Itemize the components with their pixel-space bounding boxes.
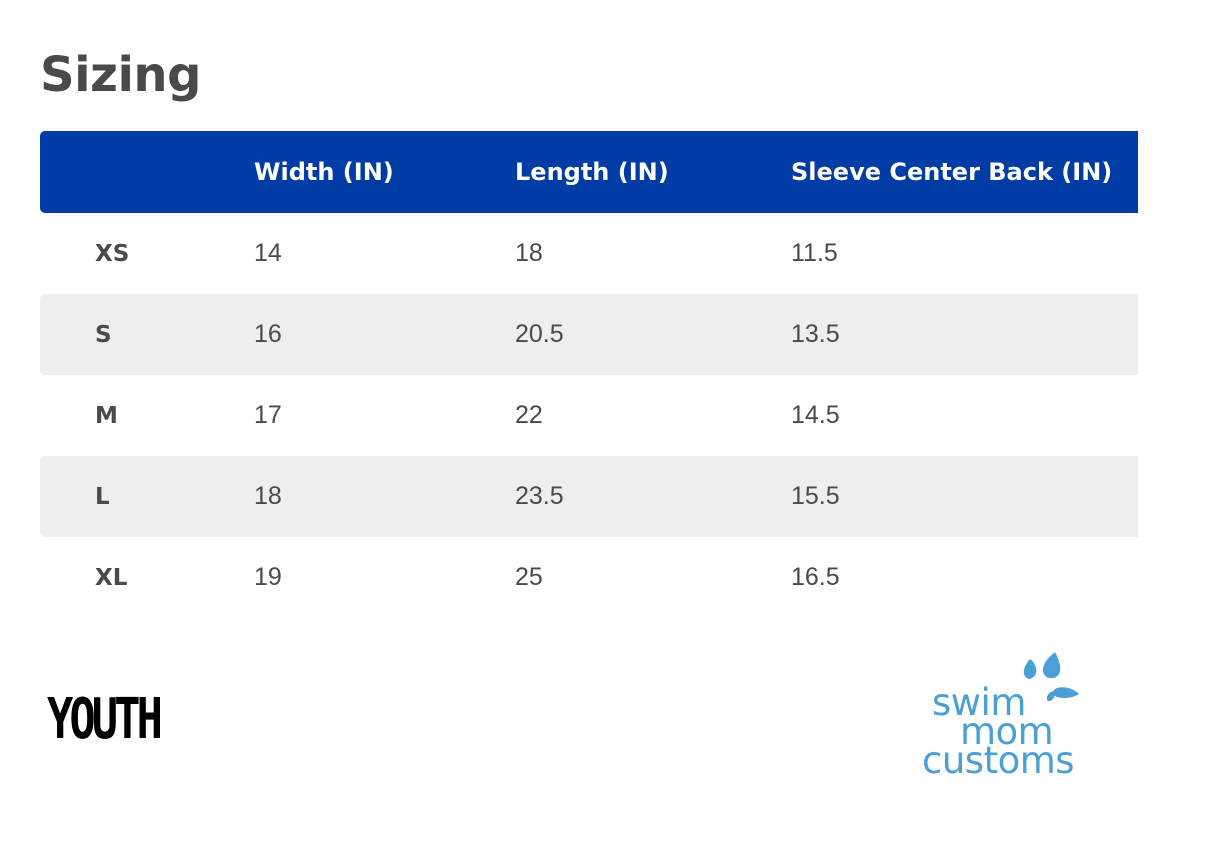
size-cell: XL bbox=[95, 564, 128, 591]
header-sleeve: Sleeve Center Back (IN) bbox=[791, 158, 1113, 186]
width-cell: 14 bbox=[254, 239, 282, 267]
header-length: Length (IN) bbox=[515, 158, 669, 186]
size-cell: S bbox=[95, 321, 112, 348]
table-row: XS 14 18 11.5 bbox=[40, 213, 1138, 294]
length-cell: 22 bbox=[515, 401, 543, 429]
length-cell: 18 bbox=[515, 239, 543, 267]
logo-text-customs: customs bbox=[922, 739, 1075, 782]
width-cell: 16 bbox=[254, 320, 282, 348]
table-row: M 17 22 14.5 bbox=[40, 375, 1138, 456]
sleeve-cell: 16.5 bbox=[791, 563, 840, 591]
header-width: Width (IN) bbox=[254, 158, 394, 186]
length-cell: 20.5 bbox=[515, 320, 564, 348]
length-cell: 25 bbox=[515, 563, 543, 591]
page-title: Sizing bbox=[40, 47, 201, 103]
water-drops-icon bbox=[1023, 652, 1079, 702]
size-cell: M bbox=[95, 402, 118, 429]
logo-text-mom: mom bbox=[960, 710, 1054, 753]
brand-logo: swim mom customs bbox=[918, 648, 1118, 782]
sleeve-cell: 15.5 bbox=[791, 482, 840, 510]
size-cell: L bbox=[95, 483, 110, 510]
sleeve-cell: 14.5 bbox=[791, 401, 840, 429]
logo-text-swim: swim bbox=[932, 681, 1026, 724]
table-row: S 16 20.5 13.5 bbox=[40, 294, 1138, 375]
table-row: XL 19 25 16.5 bbox=[40, 537, 1138, 618]
sleeve-cell: 13.5 bbox=[791, 320, 840, 348]
category-label: YOUTH bbox=[47, 687, 163, 752]
width-cell: 18 bbox=[254, 482, 282, 510]
width-cell: 17 bbox=[254, 401, 282, 429]
length-cell: 23.5 bbox=[515, 482, 564, 510]
size-table: Width (IN) Length (IN) Sleeve Center Bac… bbox=[40, 131, 1138, 618]
size-cell: XS bbox=[95, 240, 130, 267]
table-row: L 18 23.5 15.5 bbox=[40, 456, 1138, 537]
sleeve-cell: 11.5 bbox=[791, 239, 838, 267]
table-header: Width (IN) Length (IN) Sleeve Center Bac… bbox=[40, 131, 1138, 213]
width-cell: 19 bbox=[254, 563, 282, 591]
